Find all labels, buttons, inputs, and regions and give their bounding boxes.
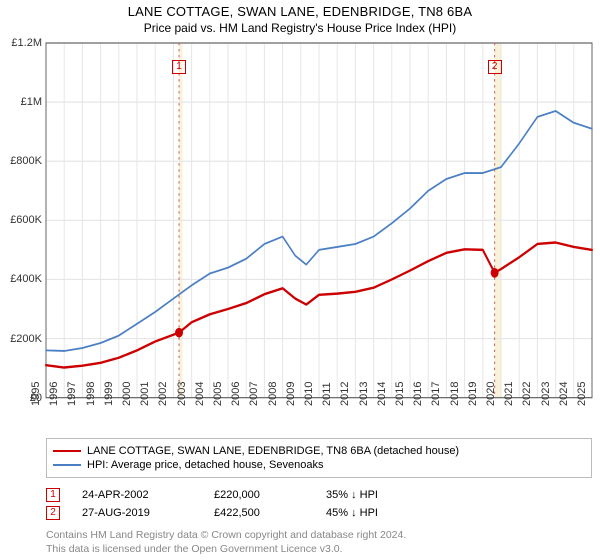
x-tick-label: 2023 [540,381,552,405]
x-tick-label: 2012 [339,381,351,405]
x-tick-label: 2006 [230,381,242,405]
sale-index-box: 1 [46,488,60,502]
y-tick-label: £1M [0,96,42,108]
x-tick-label: 2000 [121,381,133,405]
footnote-line: This data is licensed under the Open Gov… [46,542,592,556]
x-tick-label: 1997 [66,381,78,405]
page-title: LANE COTTAGE, SWAN LANE, EDENBRIDGE, TN8… [6,4,594,19]
chart-marker-label: 1 [172,60,186,74]
chart-marker-label: 2 [488,60,502,74]
footnote-line: Contains HM Land Registry data © Crown c… [46,528,592,542]
legend-swatch [53,464,81,466]
y-tick-label: £400K [0,273,42,285]
legend-item: HPI: Average price, detached house, Seve… [53,459,585,471]
x-tick-label: 2021 [503,381,515,405]
sale-date: 24-APR-2002 [82,489,192,501]
y-tick-label: £800K [0,155,42,167]
x-tick-label: 2013 [358,381,370,405]
x-tick-label: 2011 [321,382,333,406]
x-tick-label: 2024 [558,381,570,405]
legend-swatch [53,450,81,452]
sale-index-box: 2 [46,506,60,520]
x-tick-label: 2010 [303,381,315,405]
legend-label: HPI: Average price, detached house, Seve… [87,459,323,471]
y-tick-label: £200K [0,333,42,345]
sale-vs-hpi: 45% ↓ HPI [326,507,378,519]
x-tick-label: 1998 [85,381,97,405]
x-tick-label: 1996 [48,381,60,405]
page-subtitle: Price paid vs. HM Land Registry's House … [6,21,594,35]
sale-row: 1 24-APR-2002 £220,000 35% ↓ HPI [46,488,592,502]
chart-legend: LANE COTTAGE, SWAN LANE, EDENBRIDGE, TN8… [46,438,592,478]
y-tick-label: £600K [0,214,42,226]
x-tick-label: 2005 [212,381,224,405]
x-tick-label: 2001 [139,381,151,405]
x-tick-label: 2007 [248,381,260,405]
sale-row: 2 27-AUG-2019 £422,500 45% ↓ HPI [46,506,592,520]
x-tick-label: 1995 [30,381,42,405]
x-tick-label: 2002 [157,381,169,405]
x-tick-label: 1999 [103,381,115,405]
x-tick-label: 2025 [576,381,588,405]
x-tick-label: 2017 [430,381,442,405]
x-tick-label: 2018 [449,381,461,405]
x-tick-label: 2020 [485,381,497,405]
footnote: Contains HM Land Registry data © Crown c… [46,528,592,556]
legend-label: LANE COTTAGE, SWAN LANE, EDENBRIDGE, TN8… [87,445,459,457]
sales-table: 1 24-APR-2002 £220,000 35% ↓ HPI 2 27-AUG-201… [46,488,592,520]
sale-price: £220,000 [214,489,304,501]
x-tick-label: 2014 [376,381,388,405]
sale-vs-hpi: 35% ↓ HPI [326,489,378,501]
x-tick-label: 2015 [394,381,406,405]
x-tick-label: 2004 [194,381,206,405]
y-tick-label: £1.2M [0,37,42,49]
x-tick-label: 2019 [467,381,479,405]
x-tick-label: 2003 [176,381,188,405]
x-tick-label: 2009 [285,381,297,405]
chart-plot-area: £0£200K£400K£600K£800K£1M£1.2M1995199619… [46,43,592,398]
legend-item: LANE COTTAGE, SWAN LANE, EDENBRIDGE, TN8… [53,445,585,457]
sale-price: £422,500 [214,507,304,519]
x-tick-label: 2008 [267,381,279,405]
x-tick-label: 2022 [521,381,533,405]
sale-date: 27-AUG-2019 [82,507,192,519]
x-tick-label: 2016 [412,381,424,405]
